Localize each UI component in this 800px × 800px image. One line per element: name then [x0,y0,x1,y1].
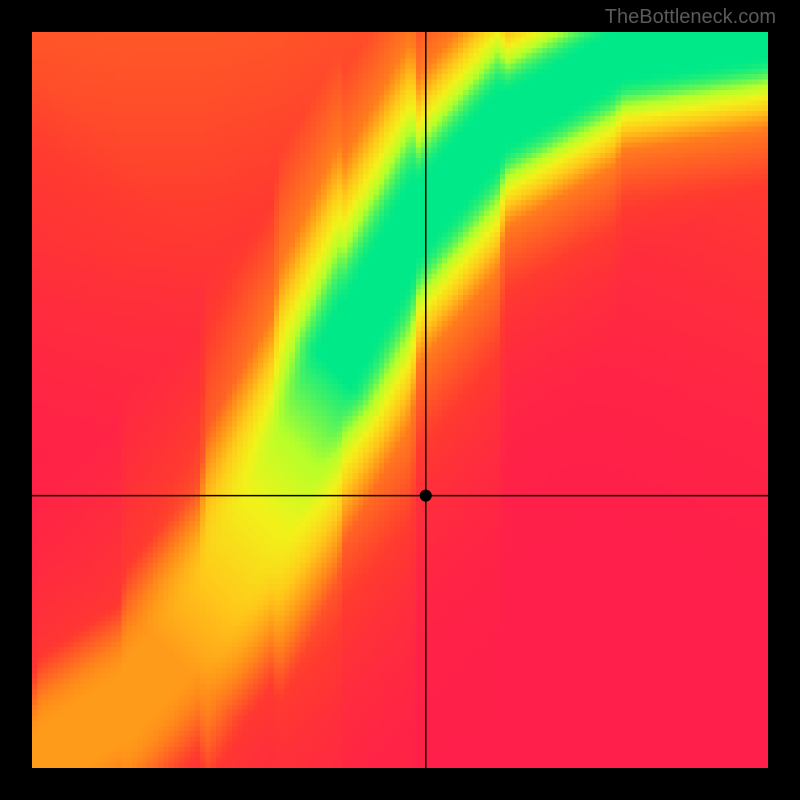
bottleneck-heatmap [32,32,768,768]
attribution-watermark: TheBottleneck.com [605,6,776,29]
